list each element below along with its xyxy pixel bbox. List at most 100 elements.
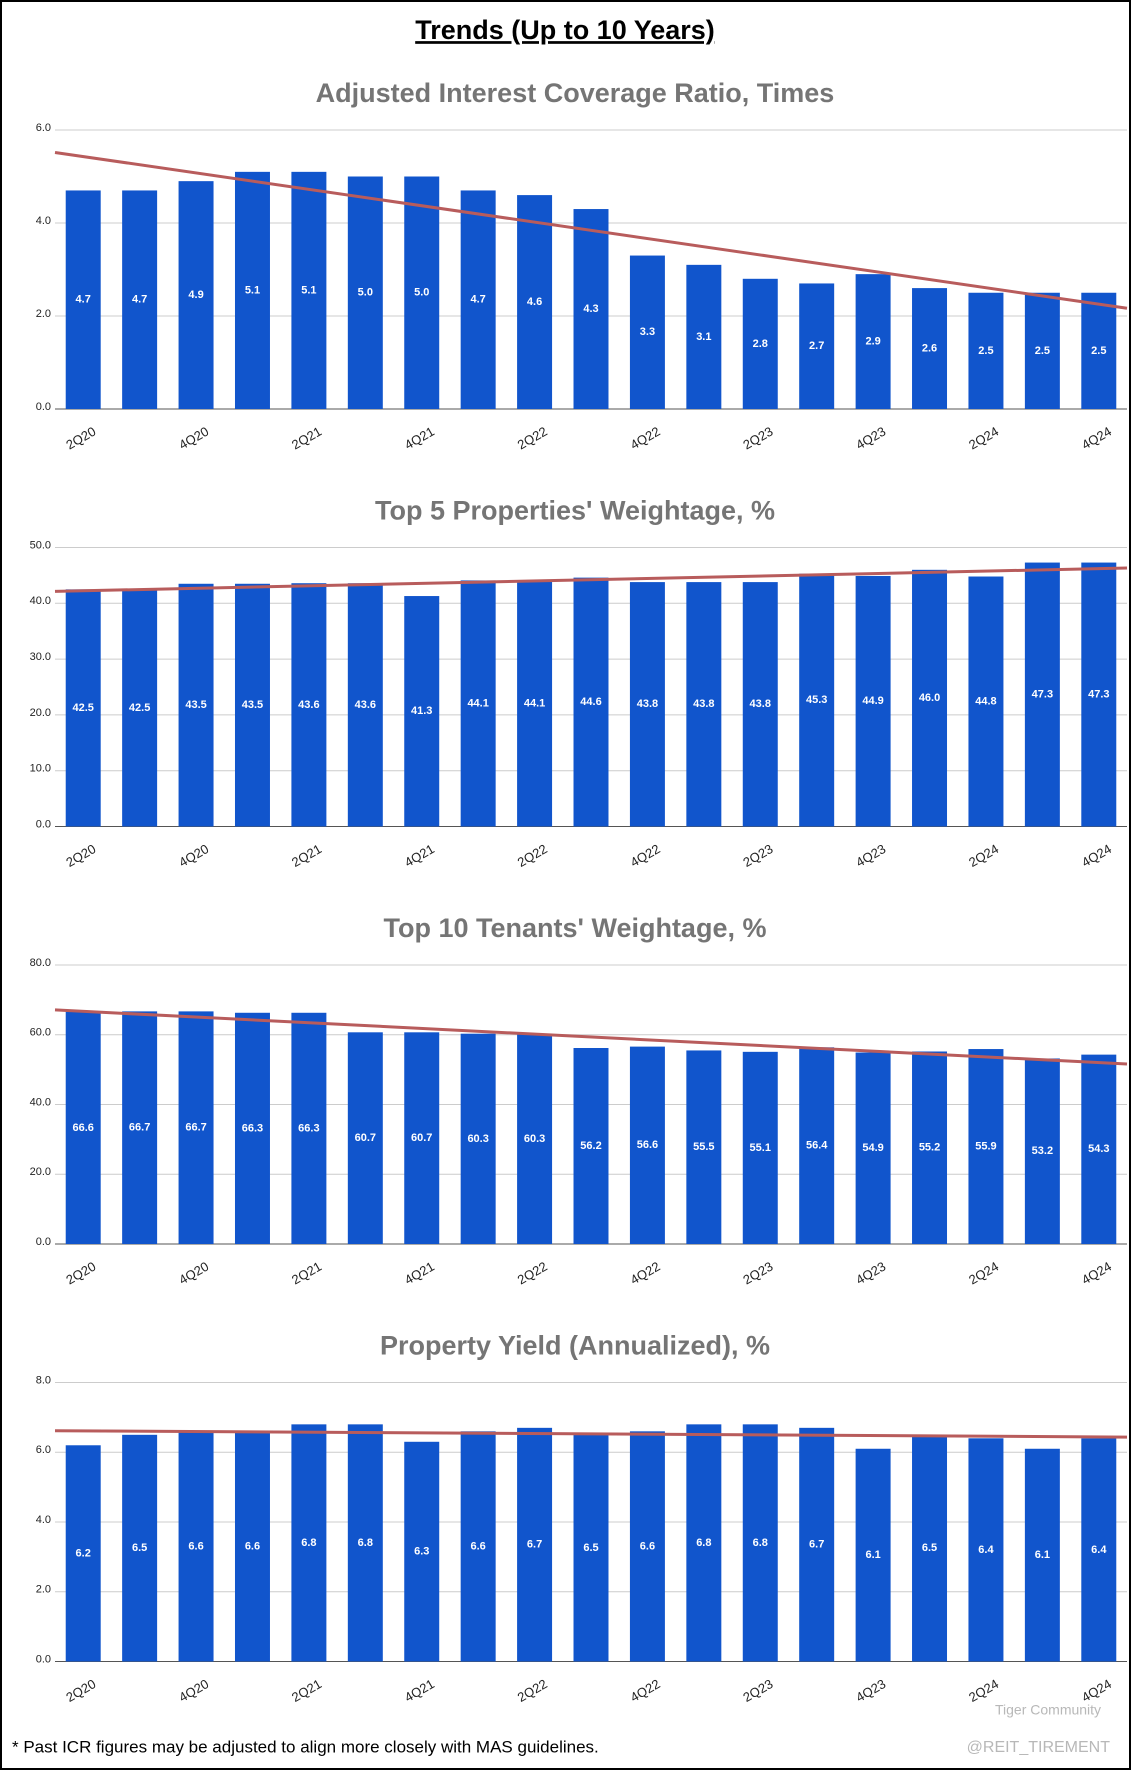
bar [855,575,891,827]
value-label: 43.8 [637,698,658,710]
value-label: 42.5 [129,702,150,714]
x-tick-label: 2Q22 [515,841,550,870]
watermark: Tiger Community [995,1702,1101,1718]
bar [1024,1448,1060,1662]
bar [742,278,778,409]
bar [291,1424,327,1662]
bar [404,1441,440,1662]
bar [460,1033,496,1244]
value-label: 53.2 [1032,1145,1053,1157]
bar [968,1049,1004,1244]
bar [65,190,101,409]
value-label: 43.6 [355,699,376,711]
x-tick-label: 2Q21 [289,841,324,870]
x-tick-label: 2Q21 [289,424,324,453]
x-tick-label: 2Q24 [966,841,1001,870]
x-tick-label: 4Q22 [628,424,663,453]
bar [742,1424,778,1662]
bar [629,582,665,827]
bar [1081,562,1117,827]
value-label: 5.0 [414,287,429,299]
bar [460,580,496,827]
bar [799,573,835,827]
bar [629,1431,665,1662]
bar [912,1434,948,1662]
x-tick-label: 2Q23 [740,841,775,870]
value-label: 41.3 [411,705,432,717]
bar [234,583,270,827]
trend-line [54,566,1128,593]
x-tick-label: 4Q24 [1079,424,1114,453]
bar [65,1445,101,1662]
value-label: 6.8 [358,1537,373,1549]
bar [1081,1438,1117,1662]
bar [855,1052,891,1244]
value-label: 2.5 [1091,345,1106,357]
x-tick-label: 4Q21 [402,424,437,453]
bar [1024,292,1060,409]
x-tick-label: 4Q24 [1079,1259,1114,1288]
bar [742,1051,778,1244]
bar [460,1431,496,1662]
page-title: Trends (Up to 10 Years) [415,15,715,45]
bar [517,580,553,827]
x-tick-label: 2Q24 [966,1259,1001,1288]
value-label: 54.3 [1088,1143,1109,1155]
y-tick-label: 0.0 [36,401,51,413]
x-tick-label: 2Q23 [740,424,775,453]
value-label: 55.1 [750,1142,771,1154]
bar [291,171,327,409]
x-tick-label: 2Q23 [740,1676,775,1705]
bar [686,582,722,827]
x-tick-label: 4Q20 [176,1259,211,1288]
y-tick-label: 20.0 [30,707,51,719]
value-label: 44.6 [580,696,601,708]
y-tick-label: 80.0 [30,957,51,969]
x-tick-label: 2Q22 [515,424,550,453]
bar [799,283,835,409]
bar [234,171,270,409]
value-label: 6.2 [76,1547,91,1559]
bar [629,255,665,409]
y-tick-label: 4.0 [36,1514,51,1526]
bar [573,1434,609,1662]
bar [517,1427,553,1662]
y-tick-label: 4.0 [36,215,51,227]
y-tick-label: 40.0 [30,595,51,607]
bar [1081,292,1117,409]
value-label: 43.6 [298,699,319,711]
bar [178,1431,214,1662]
x-tick-label: 2Q22 [515,1676,550,1705]
trend-line [54,1008,1128,1066]
x-tick-label: 2Q20 [63,841,98,870]
bar [799,1047,835,1244]
value-label: 43.5 [185,699,206,711]
bar [404,1032,440,1244]
value-label: 4.7 [471,294,486,306]
value-label: 44.1 [524,697,545,709]
value-label: 6.6 [640,1540,655,1552]
x-tick-label: 4Q24 [1079,1676,1114,1705]
y-tick-label: 0.0 [36,818,51,830]
bar [122,589,158,827]
value-label: 66.3 [298,1122,319,1134]
bar [1024,1058,1060,1244]
value-label: 2.7 [809,340,824,352]
value-label: 54.9 [862,1142,883,1154]
x-tick-label: 2Q24 [966,1676,1001,1705]
value-label: 66.7 [185,1122,206,1134]
x-tick-label: 2Q20 [63,424,98,453]
bar [855,274,891,409]
bar [347,583,383,827]
bar [291,1012,327,1244]
value-label: 6.5 [132,1542,147,1554]
y-tick-label: 60.0 [30,1027,51,1039]
value-label: 6.6 [471,1540,486,1552]
value-label: 60.7 [411,1132,432,1144]
chart-title: Adjusted Interest Coverage Ratio, Times [316,78,835,108]
value-label: 4.7 [76,294,91,306]
value-label: 44.8 [975,695,996,707]
x-tick-label: 4Q23 [853,1259,888,1288]
y-tick-label: 30.0 [30,651,51,663]
